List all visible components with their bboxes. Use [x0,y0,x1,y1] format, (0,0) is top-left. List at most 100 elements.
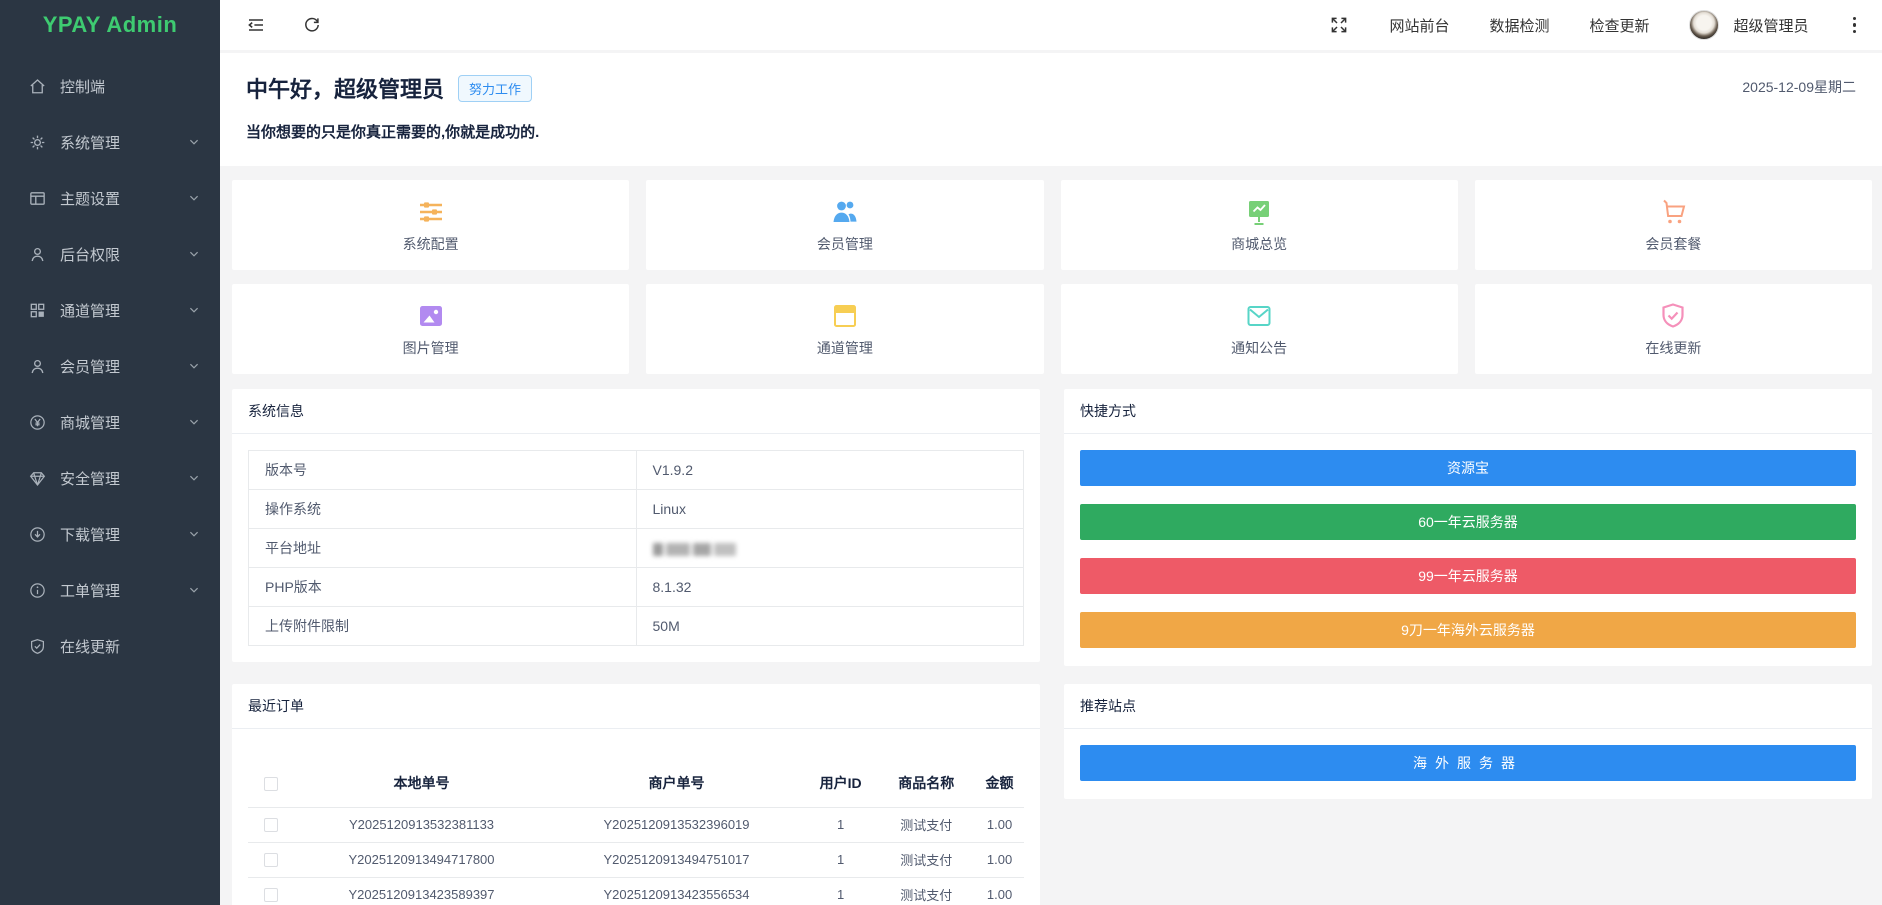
quick-link-button[interactable]: 9刀一年海外云服务器 [1080,612,1856,648]
home-icon [28,77,47,96]
card-mall-overview[interactable]: 商城总览 [1060,180,1458,270]
info-label: PHP版本 [248,567,637,607]
sidebar-item-label: 下载管理 [60,526,121,544]
card-system-config[interactable]: 系统配置 [232,180,630,270]
info-label: 平台地址 [248,528,637,568]
sidebar-item-label: 工单管理 [60,582,121,600]
shield-check-icon [28,637,47,656]
system-info-table: 版本号 V1.9.2 操作系统 Linux 平台地址 [248,450,1024,646]
sidebar-item-channels[interactable]: 通道管理 [0,282,220,338]
sidebar-item-online-update[interactable]: 在线更新 [0,618,220,674]
shield-check-icon [1658,301,1688,331]
order-product: 测试支付 [877,807,976,843]
card-label: 通知公告 [1231,339,1288,356]
sidebar-item-label: 主题设置 [60,190,121,208]
column-header: 商品名称 [877,759,976,808]
sidebar-item-system[interactable]: 系统管理 [0,114,220,170]
sidebar-item-label: 系统管理 [60,134,121,152]
chevron-down-icon [188,136,200,148]
greeting-section: 中午好，超级管理员 努力工作 当你想要的只是你真正需要的,你就是成功的. 202… [220,53,1882,166]
select-all-checkbox[interactable] [264,776,278,791]
sidebar-item-label: 后台权限 [60,246,121,264]
order-merchant-no: Y2025120913532396019 [549,807,804,843]
content: 中午好，超级管理员 努力工作 当你想要的只是你真正需要的,你就是成功的. 202… [220,50,1882,905]
redacted-value [652,542,736,556]
quick-link-button[interactable]: 99一年云服务器 [1080,558,1856,594]
sidebar-item-label: 控制端 [60,78,106,96]
card-label: 在线更新 [1645,339,1702,356]
chevron-down-icon [188,416,200,428]
card-label: 通道管理 [816,339,873,356]
sidebar-item-mall[interactable]: 商城管理 [0,394,220,450]
sidebar-item-theme[interactable]: 主题设置 [0,170,220,226]
panel-title: 快捷方式 [1064,389,1872,434]
card-member-manage[interactable]: 会员管理 [646,180,1044,270]
card-channel-manage[interactable]: 通道管理 [646,284,1044,374]
chevron-down-icon [188,584,200,596]
order-local-no: Y2025120913423589397 [294,877,549,905]
topbar-link-data-check[interactable]: 数据检测 [1489,17,1550,35]
order-user-id: 1 [804,807,878,843]
fullscreen-icon[interactable] [1329,15,1349,35]
sidebar-item-label: 安全管理 [60,470,121,488]
cart-icon [1658,197,1688,227]
panel-title: 系统信息 [232,389,1040,434]
table-row: Y2025120913532381133 Y202512091353239601… [248,807,1024,843]
download-circle-icon [28,525,47,544]
user-menu[interactable]: 超级管理员 [1689,10,1809,40]
table-row: 版本号 V1.9.2 [248,450,1024,490]
sidebar-item-console[interactable]: 控制端 [0,58,220,114]
recommended-site-button[interactable]: 海外服务器 [1080,745,1856,781]
info-circle-icon [28,581,47,600]
sidebar-item-security[interactable]: 安全管理 [0,450,220,506]
sidebar-item-tickets[interactable]: 工单管理 [0,562,220,618]
info-value: Linux [635,489,1024,529]
greeting-badge: 努力工作 [458,74,533,102]
sidebar-item-label: 会员管理 [60,358,121,376]
order-product: 测试支付 [877,877,976,905]
chevron-down-icon [188,472,200,484]
card-image-manage[interactable]: 图片管理 [232,284,630,374]
yen-circle-icon [28,413,47,432]
sidebar-item-label: 通道管理 [60,302,121,320]
card-announcements[interactable]: 通知公告 [1060,284,1458,374]
quick-link-button[interactable]: 资源宝 [1080,450,1856,486]
greeting-title: 中午好，超级管理员 [246,77,445,102]
sidebar-item-admin-perms[interactable]: 后台权限 [0,226,220,282]
refresh-icon[interactable] [302,15,322,35]
row-checkbox[interactable] [264,818,278,833]
user-icon [28,245,47,264]
panel-title: 推荐站点 [1064,684,1872,729]
order-product: 测试支付 [877,842,976,878]
recommended-sites-panel: 推荐站点 海外服务器 [1064,684,1872,799]
table-row: 上传附件限制 50M [248,606,1024,646]
table-row: 平台地址 [248,528,1024,568]
gem-icon [28,469,47,488]
shortcut-cards: 系统配置 会员管理 商城总览 会员套餐 [232,180,1872,374]
column-header: 金额 [975,759,1024,808]
sidebar: YPAY Admin 控制端 系统管理 主题设置 后台权限 [0,0,220,905]
sidebar-menu: 控制端 系统管理 主题设置 后台权限 通道管理 [0,50,220,674]
content-inner: 系统配置 会员管理 商城总览 会员套餐 [220,166,1882,905]
card-member-packages[interactable]: 会员套餐 [1474,180,1872,270]
info-label: 上传附件限制 [248,606,637,646]
column-header: 本地单号 [294,759,549,808]
row-checkbox[interactable] [264,888,278,903]
chevron-down-icon [188,192,200,204]
card-online-update[interactable]: 在线更新 [1474,284,1872,374]
quick-link-button[interactable]: 60一年云服务器 [1080,504,1856,540]
topbar-link-check-update[interactable]: 检查更新 [1589,17,1650,35]
topbar-link-site-front[interactable]: 网站前台 [1389,17,1450,35]
card-label: 会员套餐 [1645,235,1702,252]
image-icon [416,301,446,331]
row-checkbox[interactable] [264,853,278,868]
main-area: 网站前台 数据检测 检查更新 超级管理员 中午好，超级管理员 努力工作 当你想要… [220,0,1882,905]
greeting-date: 2025-12-09星期二 [1742,79,1856,95]
sidebar-item-members[interactable]: 会员管理 [0,338,220,394]
window-icon [830,301,860,331]
collapse-menu-icon[interactable] [246,15,266,35]
column-header: 用户ID [804,759,878,808]
sidebar-item-downloads[interactable]: 下载管理 [0,506,220,562]
column-header: 商户单号 [549,759,804,808]
more-menu-icon[interactable] [1849,13,1861,38]
